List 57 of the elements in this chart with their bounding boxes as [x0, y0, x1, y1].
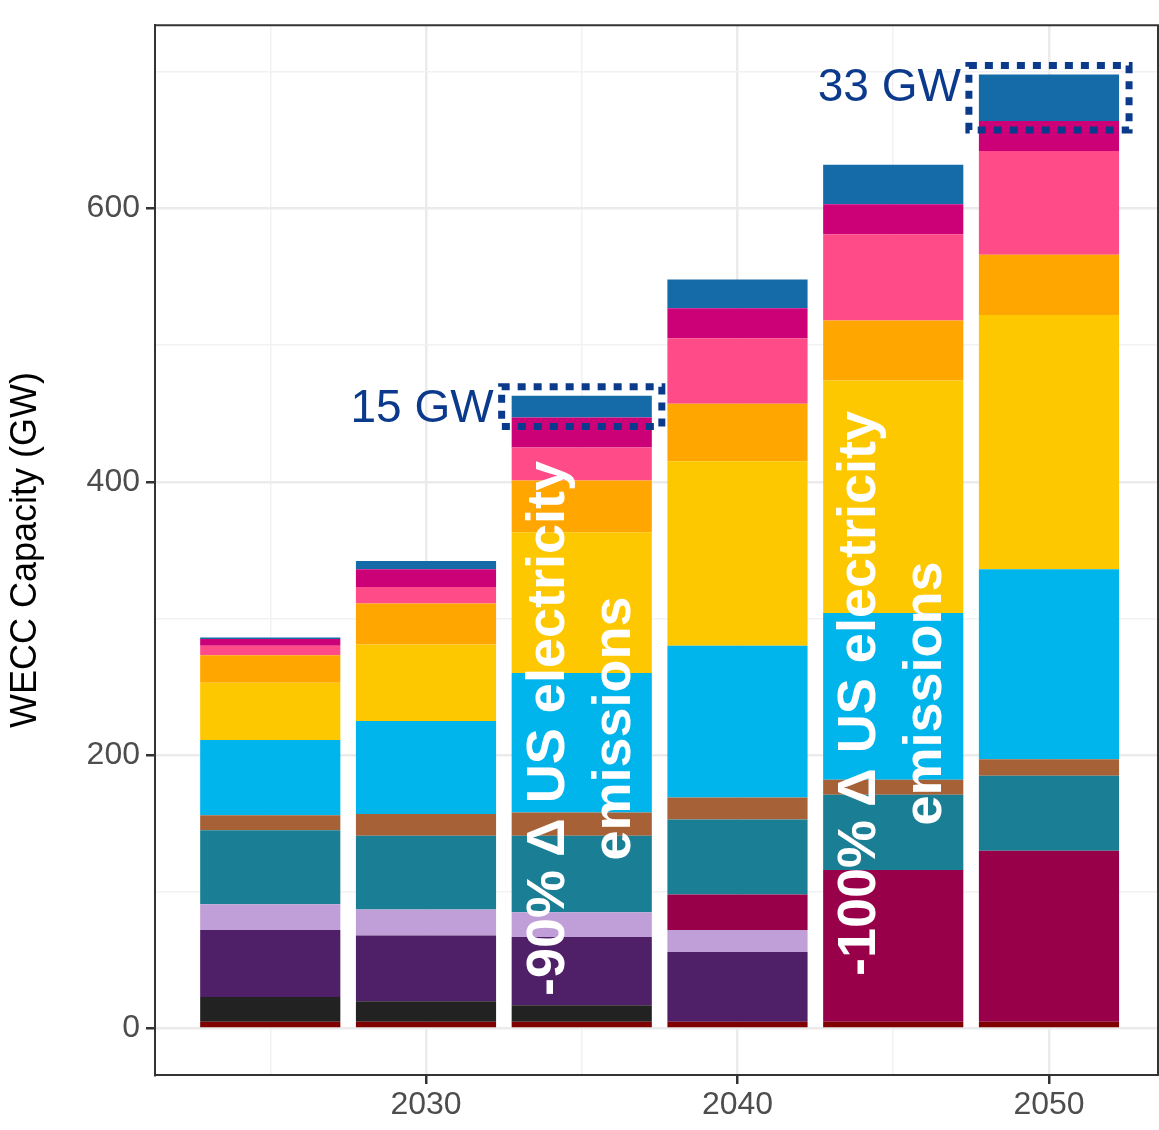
x-tick-label: 2030	[390, 1085, 462, 1122]
bar	[355, 644, 497, 721]
bar	[667, 894, 808, 931]
bar	[823, 164, 964, 205]
bar	[511, 1005, 652, 1022]
bar	[667, 797, 808, 820]
bar	[823, 320, 964, 381]
bar	[200, 930, 341, 998]
annotation: 15 GW	[350, 380, 495, 433]
y-tick-label: 600	[86, 188, 140, 225]
bar	[200, 740, 341, 816]
bar	[355, 813, 497, 836]
bar	[978, 569, 1120, 760]
bar	[978, 150, 1120, 255]
bar	[978, 759, 1120, 776]
bar	[200, 645, 341, 656]
bar	[200, 655, 341, 683]
bar	[667, 819, 808, 895]
bar	[978, 775, 1120, 851]
x-tick-label: 2040	[701, 1085, 774, 1122]
bar	[355, 587, 497, 604]
bar	[355, 561, 497, 570]
bar	[667, 403, 808, 462]
bar	[667, 308, 808, 339]
annotation: -90% Δ US electricity emissions	[514, 461, 641, 997]
bar	[200, 815, 341, 831]
bar	[200, 904, 341, 931]
bar	[355, 603, 497, 645]
bar	[355, 909, 497, 936]
bar	[667, 338, 808, 404]
bar	[200, 638, 341, 646]
bar	[978, 314, 1120, 570]
bar	[667, 930, 808, 952]
bar	[200, 682, 341, 741]
bar	[667, 461, 808, 646]
bar	[667, 1021, 808, 1028]
bar	[355, 569, 497, 588]
x-tick-label: 2050	[1013, 1085, 1085, 1122]
bar	[355, 835, 497, 910]
y-tick-label: 400	[86, 461, 140, 498]
bar	[200, 997, 341, 1022]
y-tick-label: 200	[86, 734, 140, 771]
bar	[823, 204, 964, 235]
y-tick-label: 0	[122, 1008, 140, 1045]
bar	[355, 1001, 497, 1022]
bar	[978, 850, 1120, 1022]
bar	[200, 830, 341, 905]
bar	[978, 254, 1120, 315]
bar	[355, 720, 497, 814]
bar	[823, 234, 964, 321]
annotation: -100% Δ US electricity emissions	[826, 410, 953, 977]
bar	[667, 951, 808, 1022]
bar	[667, 645, 808, 798]
annotation: 33 GW	[817, 59, 962, 112]
y-axis-title: WECC Capacity (GW)	[2, 372, 44, 729]
bar	[667, 279, 808, 309]
bar	[355, 935, 497, 1002]
